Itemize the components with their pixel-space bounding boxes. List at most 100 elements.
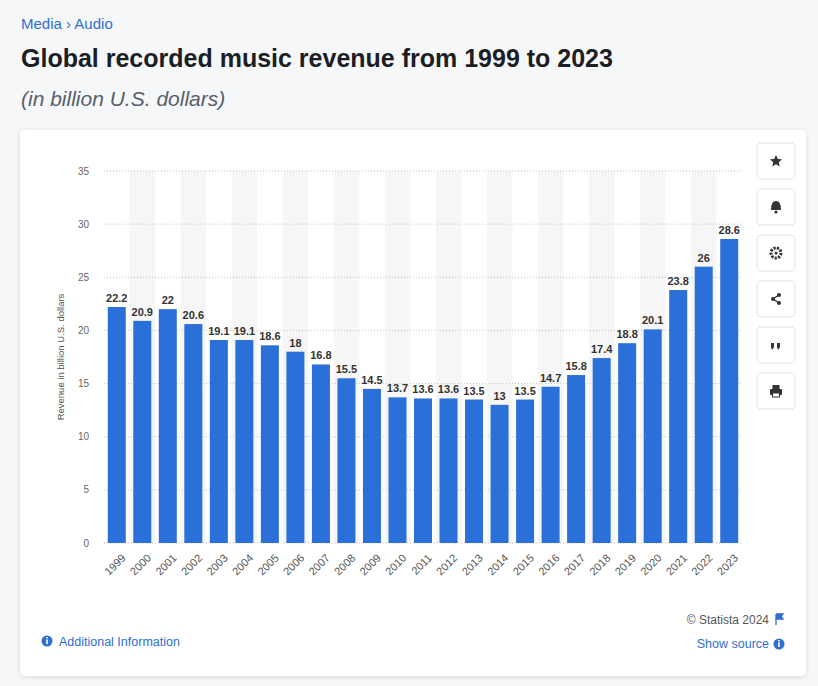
subtitle: (in billion U.S. dollars) xyxy=(21,87,225,110)
data-label: 23.8 xyxy=(667,275,688,287)
bar xyxy=(261,345,279,543)
share-dot xyxy=(771,297,775,301)
y-tick-label: 10 xyxy=(78,431,90,442)
column-stripe xyxy=(691,171,717,543)
source-credit: © Statista 2024 xyxy=(687,613,770,627)
x-tick-label: 2004 xyxy=(230,552,256,578)
x-tick-label: 2012 xyxy=(434,552,460,578)
info-icon-dot xyxy=(778,640,780,642)
info-icon-dot xyxy=(46,637,48,639)
grid-line xyxy=(104,224,742,225)
x-tick-label: 2008 xyxy=(332,552,358,578)
chart-root: Media › AudioGlobal recorded music reven… xyxy=(0,0,818,686)
x-tick-label: 2014 xyxy=(485,552,511,578)
printer-paper xyxy=(773,385,780,389)
info-icon-stem xyxy=(46,640,48,645)
print-button[interactable] xyxy=(757,373,795,409)
y-tick-label: 25 xyxy=(78,272,90,283)
additional-info-link[interactable]: Additional Information xyxy=(59,635,180,649)
x-tick-label: 2010 xyxy=(383,552,409,578)
column-stripe xyxy=(436,171,462,543)
info-icon-stem xyxy=(778,643,780,648)
x-tick-label: 2023 xyxy=(715,552,741,578)
x-tick-label: 2022 xyxy=(689,552,715,578)
bar xyxy=(337,378,355,543)
quote-icon xyxy=(771,343,780,350)
bar xyxy=(210,340,228,543)
bar xyxy=(235,340,253,543)
info-icon xyxy=(42,636,53,647)
x-tick-label: 2001 xyxy=(153,552,179,578)
alert-button[interactable] xyxy=(757,189,795,225)
grid-line xyxy=(104,277,742,278)
data-label: 15.5 xyxy=(336,363,357,375)
toolbar-button-bg xyxy=(757,235,795,271)
favorite-button[interactable] xyxy=(757,143,795,179)
x-tick-label: 2000 xyxy=(128,552,154,578)
share-dot xyxy=(777,301,781,305)
data-label: 20.6 xyxy=(183,309,204,321)
bar xyxy=(516,400,534,543)
bar xyxy=(312,364,330,543)
y-tick-label: 0 xyxy=(83,538,89,549)
gear-icon xyxy=(771,248,781,258)
data-label: 22 xyxy=(162,294,174,306)
share-dot xyxy=(777,293,781,297)
column-stripe xyxy=(385,171,411,543)
cite-button[interactable] xyxy=(757,327,795,363)
settings-button[interactable] xyxy=(757,235,795,271)
data-label: 18 xyxy=(289,337,301,349)
printer-output xyxy=(773,393,780,397)
card xyxy=(20,130,806,676)
breadcrumb[interactable]: Media › Audio xyxy=(21,15,113,32)
column-stripe xyxy=(232,171,258,543)
x-tick-label: 2015 xyxy=(510,552,536,578)
bar xyxy=(184,324,202,543)
x-tick-label: 2016 xyxy=(536,552,562,578)
bar xyxy=(133,321,151,543)
data-label: 18.8 xyxy=(616,328,637,340)
bar xyxy=(695,267,713,543)
bar xyxy=(159,309,177,543)
data-label: 13.5 xyxy=(463,385,484,397)
column-stripe xyxy=(181,171,207,543)
column-stripe xyxy=(487,171,513,543)
x-tick-label: 1999 xyxy=(102,552,128,578)
data-label: 17.4 xyxy=(591,343,613,355)
y-tick-label: 35 xyxy=(78,166,90,177)
data-label: 19.1 xyxy=(234,325,255,337)
x-tick-label: 2020 xyxy=(638,552,664,578)
y-tick-label: 15 xyxy=(78,378,90,389)
bell-clapper xyxy=(774,210,777,213)
x-tick-label: 2019 xyxy=(612,552,638,578)
chart-svg: Media › AudioGlobal recorded music reven… xyxy=(0,0,818,686)
info-icon xyxy=(774,639,785,650)
y-axis-label: Revenue in billion U.S. dollars xyxy=(55,293,66,420)
share-button[interactable] xyxy=(757,281,795,317)
gear-center xyxy=(775,252,778,255)
show-source-link[interactable]: Show source xyxy=(697,637,769,651)
data-label: 18.6 xyxy=(259,330,280,342)
bar xyxy=(542,387,560,543)
bar xyxy=(414,398,432,543)
column-stripe xyxy=(130,171,156,543)
x-tick-label: 2003 xyxy=(204,552,230,578)
bar xyxy=(720,239,738,543)
toolbar-button-bg xyxy=(757,327,795,363)
bar xyxy=(618,343,636,543)
grid-line xyxy=(104,171,742,172)
toolbar-button-bg xyxy=(757,143,795,179)
bar xyxy=(286,352,304,543)
data-label: 26 xyxy=(698,252,710,264)
x-tick-label: 2013 xyxy=(459,552,485,578)
column-stripe xyxy=(283,171,309,543)
column-stripe xyxy=(589,171,615,543)
bar xyxy=(669,290,687,543)
x-tick-label: 2005 xyxy=(255,552,281,578)
x-tick-label: 2017 xyxy=(561,552,587,578)
bar xyxy=(465,400,483,543)
bell-icon xyxy=(771,201,781,210)
bar xyxy=(491,405,509,543)
y-tick-label: 5 xyxy=(83,484,89,495)
data-label: 15.8 xyxy=(565,360,586,372)
